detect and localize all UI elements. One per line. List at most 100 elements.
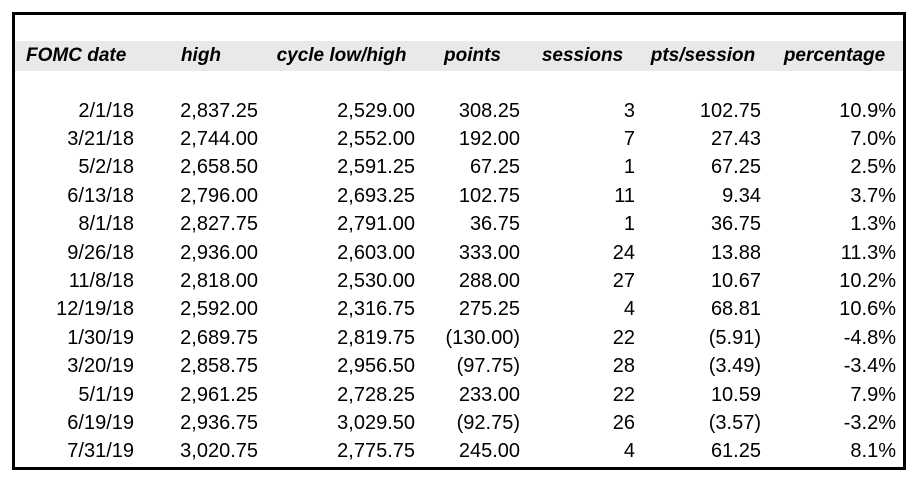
spacer-row [15, 71, 903, 97]
cell-points: 233.00 [458, 383, 520, 406]
column-header-cycle-low-high: cycle low/high [276, 45, 407, 66]
cell-points: 308.25 [458, 99, 520, 122]
cell-cycle-low-high: 2,552.00 [337, 128, 415, 151]
cell-percentage: 10.6% [839, 298, 896, 321]
cell-sessions: 1 [623, 213, 635, 236]
column-header-fomc-date: FOMC date [26, 45, 127, 66]
cell-points: (130.00) [445, 326, 521, 349]
cell-points: 36.75 [469, 213, 520, 236]
cell-points: 67.25 [469, 156, 520, 179]
table-row: 2/1/18 2,837.25 2,529.00 308.25 3 102.75 10.9% [15, 97, 903, 125]
cell-cycle-low-high: 2,775.75 [337, 440, 415, 463]
cell-fomc-date: 9/26/18 [67, 241, 134, 264]
cell-fomc-date: 1/30/19 [67, 326, 134, 349]
cell-percentage: -3.4% [843, 355, 896, 378]
cell-pts-per-session: 9.34 [722, 184, 761, 207]
cell-sessions: 24 [612, 241, 635, 264]
cell-pts-per-session: 27.43 [710, 128, 761, 151]
cell-cycle-low-high: 2,591.25 [337, 156, 415, 179]
cell-percentage: 3.7% [850, 184, 896, 207]
cell-pts-per-session: 67.25 [710, 156, 761, 179]
cell-cycle-low-high: 2,603.00 [337, 241, 415, 264]
cell-pts-per-session: 13.88 [710, 241, 761, 264]
cell-fomc-date: 11/8/18 [68, 270, 134, 293]
table-frame: FOMC date high cycle low/high points session… [12, 12, 906, 470]
cell-fomc-date: 5/1/19 [78, 383, 134, 406]
cell-points: 102.75 [458, 184, 520, 207]
cell-percentage: 2.5% [850, 156, 896, 179]
cell-cycle-low-high: 2,791.00 [337, 213, 415, 236]
cell-fomc-date: 7/31/19 [67, 440, 134, 463]
cell-high: 2,796.00 [180, 184, 258, 207]
cell-pts-per-session: 10.59 [710, 383, 761, 406]
cell-sessions: 27 [612, 270, 635, 293]
cell-points: 275.25 [458, 298, 520, 321]
cell-high: 2,744.00 [180, 128, 258, 151]
cell-fomc-date: 8/1/18 [78, 213, 134, 236]
table-row: 11/8/18 2,818.00 2,530.00 288.00 27 10.67 10.2… [15, 267, 903, 295]
cell-sessions: 1 [623, 156, 635, 179]
cell-pts-per-session: 36.75 [710, 213, 761, 236]
cell-fomc-date: 12/19/18 [56, 298, 134, 321]
table-row: 9/26/18 2,936.00 2,603.00 333.00 24 13.88 11.3… [15, 239, 903, 267]
table-row: 6/19/19 2,936.75 3,029.50 (92.75) 26 (3.57) -3… [15, 409, 903, 437]
column-header-points: points [444, 45, 501, 66]
cell-percentage: 7.0% [850, 128, 896, 151]
cell-fomc-date: 6/19/19 [67, 411, 134, 434]
column-header-high: high [180, 45, 222, 66]
table-row: 5/1/19 2,961.25 2,728.25 233.00 22 10.59 7.9% [15, 381, 903, 409]
column-header-sessions: sessions [541, 45, 624, 66]
cell-high: 2,936.00 [180, 241, 258, 264]
cell-sessions: 22 [612, 326, 635, 349]
cell-fomc-date: 3/20/19 [67, 355, 134, 378]
cell-pts-per-session: 61.25 [710, 440, 761, 463]
table-row: 5/2/18 2,658.50 2,591.25 67.25 1 67.25 2.5% [15, 154, 903, 182]
cell-high: 2,837.25 [180, 99, 258, 122]
cell-high: 2,961.25 [180, 383, 258, 406]
cell-cycle-low-high: 3,029.50 [337, 411, 415, 434]
cell-fomc-date: 6/13/18 [67, 184, 134, 207]
column-header-pts-per-session: pts/session [650, 45, 756, 66]
cell-percentage: 10.9% [839, 99, 896, 122]
cell-cycle-low-high: 2,529.00 [337, 99, 415, 122]
column-header-percentage: percentage [783, 45, 886, 66]
cell-cycle-low-high: 2,316.75 [337, 298, 415, 321]
cell-points: 192.00 [458, 128, 520, 151]
cell-sessions: 22 [612, 383, 635, 406]
cell-points: 288.00 [458, 270, 520, 293]
cell-fomc-date: 3/21/18 [67, 128, 134, 151]
table-row: 7/31/19 3,020.75 2,775.75 245.00 4 61.25 8.1% [15, 438, 903, 466]
cell-sessions: 28 [612, 355, 635, 378]
cell-pts-per-session: (5.91) [708, 326, 761, 349]
cell-high: 3,020.75 [180, 440, 258, 463]
cell-cycle-low-high: 2,956.50 [337, 355, 415, 378]
cell-points: (92.75) [456, 411, 520, 434]
cell-fomc-date: 2/1/18 [78, 99, 134, 122]
cell-high: 2,592.00 [180, 298, 258, 321]
table-row: 3/20/19 2,858.75 2,956.50 (97.75) 28 (3.49) -3… [15, 353, 903, 381]
cell-percentage: 10.2% [839, 270, 896, 293]
table-row: 6/13/18 2,796.00 2,693.25 102.75 11 9.34 3.7% [15, 182, 903, 210]
cell-percentage: 8.1% [850, 440, 896, 463]
cell-points: 245.00 [458, 440, 520, 463]
table-row: 1/30/19 2,689.75 2,819.75 (130.00) 22 (5.91) -… [15, 324, 903, 352]
table-row: 8/1/18 2,827.75 2,791.00 36.75 1 36.75 1.3% [15, 211, 903, 239]
table-header-row: FOMC date high cycle low/high points session… [15, 41, 903, 71]
cell-percentage: 1.3% [850, 213, 896, 236]
cell-fomc-date: 5/2/18 [78, 156, 134, 179]
table-body: 2/1/18 2,837.25 2,529.00 308.25 3 102.75 10.9%… [15, 71, 903, 466]
cell-high: 2,658.50 [180, 156, 258, 179]
table-row: 3/21/18 2,744.00 2,552.00 192.00 7 27.43 7.0% [15, 125, 903, 153]
cell-sessions: 7 [623, 128, 635, 151]
cell-percentage: 7.9% [850, 383, 896, 406]
cell-sessions: 4 [623, 440, 635, 463]
cell-cycle-low-high: 2,819.75 [337, 326, 415, 349]
cell-percentage: 11.3% [840, 241, 896, 264]
cell-cycle-low-high: 2,693.25 [337, 184, 415, 207]
cell-high: 2,689.75 [180, 326, 258, 349]
cell-high: 2,858.75 [180, 355, 258, 378]
cell-pts-per-session: (3.57) [708, 411, 761, 434]
cell-pts-per-session: 102.75 [699, 99, 761, 122]
cell-high: 2,818.00 [180, 270, 258, 293]
cell-sessions: 11 [614, 184, 635, 207]
